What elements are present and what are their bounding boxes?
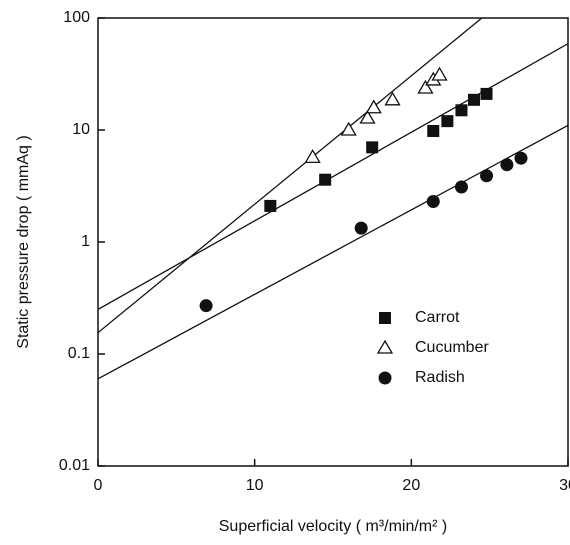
marker xyxy=(480,87,493,100)
marker xyxy=(441,115,454,128)
y-tick-label: 10 xyxy=(72,121,90,138)
marker xyxy=(514,151,528,165)
fit-line xyxy=(98,43,568,310)
y-tick-label: 0.1 xyxy=(68,345,90,362)
marker xyxy=(427,124,440,137)
marker xyxy=(455,104,468,117)
marker xyxy=(417,79,434,94)
marker xyxy=(426,194,440,208)
marker xyxy=(354,221,368,235)
legend-marker xyxy=(378,371,392,385)
legend-label: Carrot xyxy=(415,309,460,326)
plot-frame xyxy=(97,17,569,467)
marker xyxy=(480,169,494,183)
marker xyxy=(384,91,401,106)
marker xyxy=(304,149,321,163)
marker xyxy=(264,199,277,212)
legend-label: Radish xyxy=(415,369,465,386)
fit-line xyxy=(98,124,568,380)
legend-label: Cucumber xyxy=(415,339,489,356)
marker xyxy=(468,93,480,106)
marker xyxy=(431,66,448,81)
x-tick-label: 10 xyxy=(246,477,264,494)
x-axis-label: Superficial velocity ( m³/min/m² ) xyxy=(219,518,447,535)
y-tick-label: 0.01 xyxy=(59,457,90,474)
x-tick-label: 30 xyxy=(559,477,570,494)
legend-marker xyxy=(376,339,394,354)
y-axis-label: Static pressure drop ( mmAq ) xyxy=(15,135,32,348)
legend-marker xyxy=(379,312,391,324)
marker xyxy=(454,180,468,194)
marker xyxy=(340,121,357,136)
marker xyxy=(500,158,514,172)
x-tick-label: 20 xyxy=(402,477,420,494)
marker xyxy=(199,299,213,313)
y-tick-label: 100 xyxy=(63,9,90,26)
marker xyxy=(366,141,379,154)
marker xyxy=(319,173,332,186)
y-tick-label: 1 xyxy=(81,233,90,250)
marker xyxy=(365,99,382,114)
marker xyxy=(359,109,376,124)
fit-line xyxy=(98,18,483,334)
x-tick-label: 0 xyxy=(94,477,103,494)
